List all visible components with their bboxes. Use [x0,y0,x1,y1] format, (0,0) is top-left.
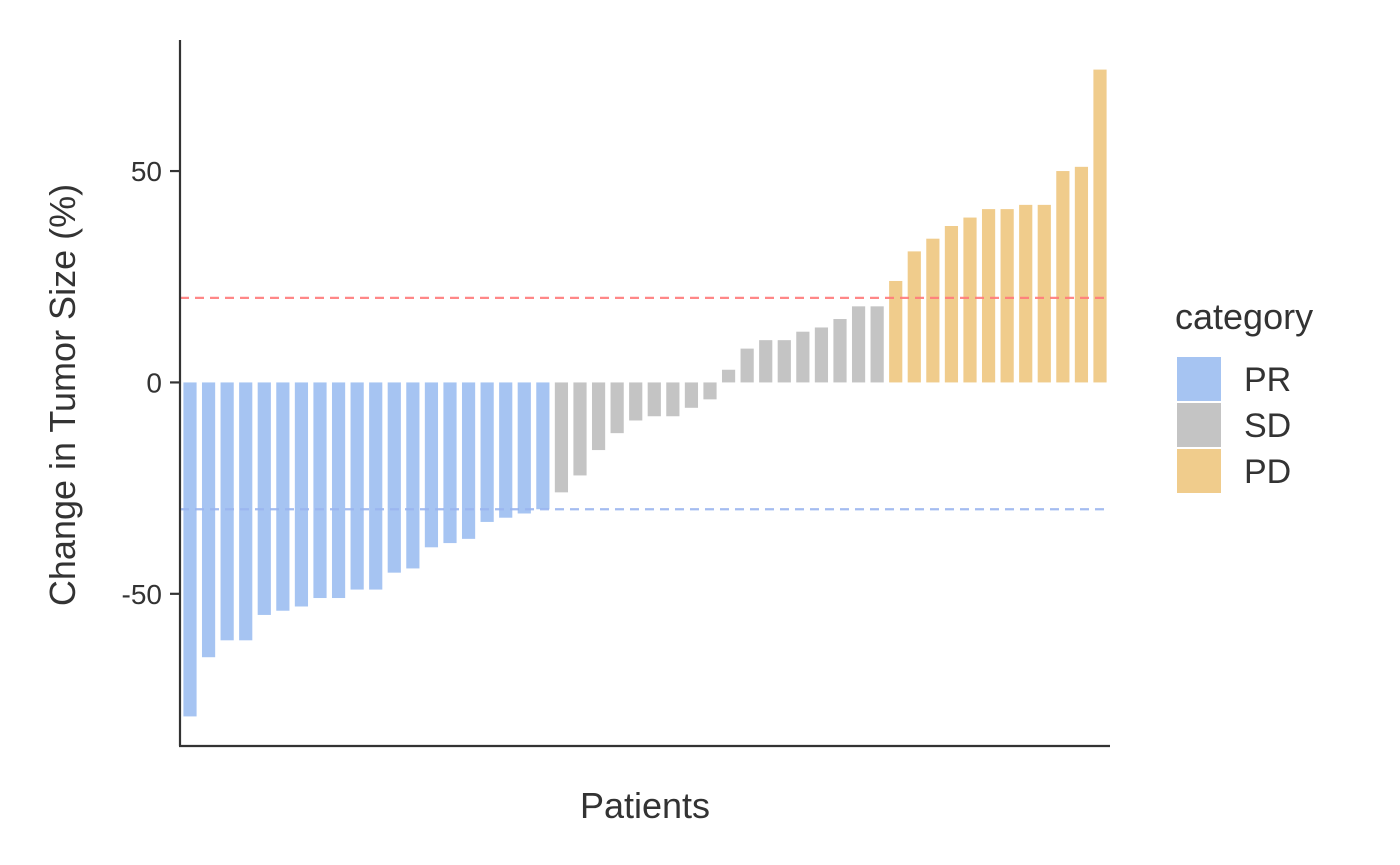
bar-sd [554,382,569,493]
bar-pr [499,382,513,518]
bar-pr [294,382,309,607]
bar-sd [610,382,624,434]
bar-pd [1019,204,1033,383]
bar-pr [517,382,531,514]
bar-pd [907,251,921,383]
bar-sd [796,331,810,383]
bar-sd [777,340,791,383]
bar-sd [666,382,680,417]
bar-sd [740,348,754,383]
y-axis-ticks: -50 0 50 [122,156,180,610]
bar-pd [889,280,903,383]
bar-pr [276,382,290,611]
bar-sd [759,340,773,383]
bar-sd [814,327,829,383]
bar-pr [313,382,327,599]
bar-pd [1093,69,1107,383]
y-axis-title: Change in Tumor Size (%) [42,184,83,606]
bar-pr [183,382,197,717]
legend-key-pr [1177,357,1221,401]
legend-label-pd: PD [1244,453,1291,491]
bar-pd [1056,171,1070,383]
bar-sd [703,382,717,400]
bar-pd [944,226,959,383]
legend-label-sd: SD [1244,407,1291,445]
bar-pr [424,382,439,548]
x-axis-title: Patients [580,785,710,826]
bar-pr [480,382,494,522]
bar-sd [870,306,884,383]
bar-sd [647,382,661,417]
bar-pr [350,382,364,590]
bar-pd [1074,166,1089,383]
legend-key-pd [1177,449,1221,493]
legend-key-sd [1177,403,1221,447]
bar-pd [1000,209,1014,383]
y-tick-label: -50 [122,579,162,610]
legend-title: category [1175,296,1313,337]
bar-sd [851,306,866,383]
bar-pd [1037,204,1051,383]
bar-pr [239,382,253,641]
bar-pd [981,209,996,383]
bar-sd [591,382,606,451]
bar-pr [369,382,383,590]
bar-sd [721,369,736,383]
legend-label-pr: PR [1244,361,1291,399]
bars [183,69,1107,717]
bar-pd [926,238,940,383]
bar-sd [573,382,587,476]
bar-pr [461,382,476,539]
bar-sd [684,382,699,408]
bar-pr [406,382,420,569]
bar-pr [536,382,550,510]
bar-pr [220,382,234,641]
bar-sd [629,382,643,421]
bar-pr [387,382,401,573]
y-tick-label: 50 [131,156,162,187]
bar-sd [833,319,847,383]
reference-lines-overlay [180,296,1110,511]
bar-pr [257,382,271,615]
bar-pd [963,217,977,383]
legend: category PR SD PD [1175,296,1313,493]
y-tick-label: 0 [146,367,162,398]
bar-pr [201,382,216,658]
bar-pr [331,382,346,599]
bar-pr [443,382,457,544]
